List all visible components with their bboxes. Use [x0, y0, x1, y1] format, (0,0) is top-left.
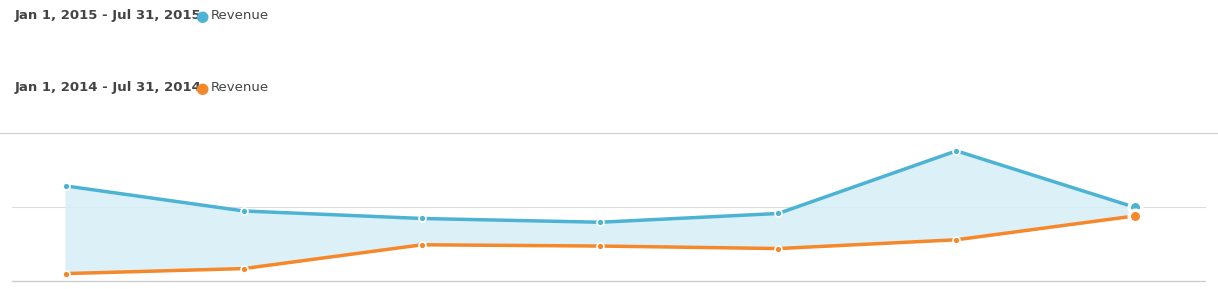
Text: ●: ● [195, 81, 208, 96]
Text: Revenue: Revenue [211, 9, 269, 22]
Text: Jan 1, 2015 - Jul 31, 2015:: Jan 1, 2015 - Jul 31, 2015: [15, 9, 207, 22]
Text: Jan 1, 2014 - Jul 31, 2014:: Jan 1, 2014 - Jul 31, 2014: [15, 81, 207, 94]
Text: Revenue: Revenue [211, 81, 269, 94]
Text: ●: ● [195, 9, 208, 24]
